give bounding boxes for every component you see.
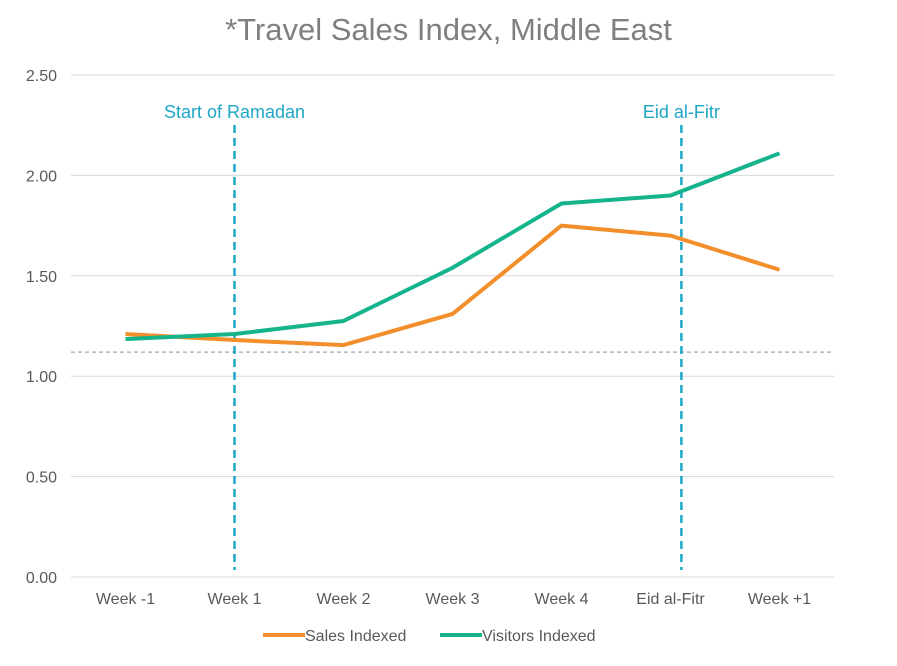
x-tick-label: Week 3 <box>426 591 480 608</box>
event-marker-label: Eid al-Fitr <box>643 102 720 122</box>
legend-label: Sales Indexed <box>305 628 406 645</box>
y-tick-label: 2.00 <box>26 168 57 185</box>
x-tick-label: Week 2 <box>317 591 371 608</box>
x-tick-label: Eid al-Fitr <box>636 591 705 608</box>
y-tick-label: 0.00 <box>26 570 57 587</box>
x-tick-label: Week +1 <box>748 591 811 608</box>
legend-label: Visitors Indexed <box>482 628 596 645</box>
x-tick-label: Week 1 <box>208 591 262 608</box>
y-tick-label: 2.50 <box>26 68 57 85</box>
event-marker-label: Start of Ramadan <box>164 102 305 122</box>
chart-title: *Travel Sales Index, Middle East <box>225 12 672 47</box>
x-tick-label: Week 4 <box>535 591 589 608</box>
x-tick-label: Week -1 <box>96 591 155 608</box>
y-tick-label: 1.50 <box>26 269 57 286</box>
y-tick-label: 1.00 <box>26 369 57 386</box>
y-tick-label: 0.50 <box>26 470 57 487</box>
